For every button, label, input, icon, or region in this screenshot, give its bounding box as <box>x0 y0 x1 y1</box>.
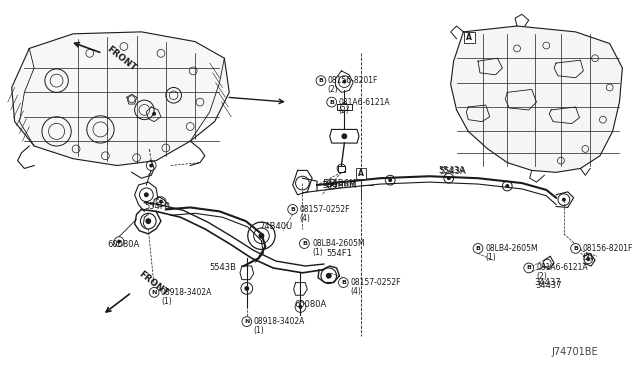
Circle shape <box>330 182 333 186</box>
Text: 554F1: 554F1 <box>327 249 353 258</box>
Text: B: B <box>302 241 307 246</box>
Text: 34437: 34437 <box>534 278 561 287</box>
Text: (2): (2) <box>328 85 339 94</box>
Circle shape <box>326 273 332 279</box>
Text: B: B <box>329 100 334 105</box>
Circle shape <box>300 239 309 248</box>
Text: B: B <box>319 78 323 83</box>
Text: 08918-3402A: 08918-3402A <box>253 317 305 326</box>
Text: N: N <box>244 319 250 324</box>
Text: FRONT: FRONT <box>106 44 138 73</box>
Text: B: B <box>341 280 346 285</box>
Circle shape <box>159 200 163 203</box>
Text: 60080A: 60080A <box>294 299 327 308</box>
Text: (2): (2) <box>536 272 547 281</box>
Text: 08156-8201F: 08156-8201F <box>582 244 633 253</box>
Circle shape <box>571 244 580 253</box>
Text: (2): (2) <box>582 253 593 262</box>
Text: A: A <box>467 33 472 42</box>
Circle shape <box>316 76 326 86</box>
Text: B: B <box>573 246 578 251</box>
Text: FRONT: FRONT <box>136 269 170 298</box>
Text: 5543A: 5543A <box>438 166 465 175</box>
Circle shape <box>259 233 264 239</box>
Text: 08918-3402A: 08918-3402A <box>161 288 212 297</box>
Circle shape <box>144 192 148 197</box>
Text: B: B <box>290 207 295 212</box>
Text: 081A6-6121A: 081A6-6121A <box>536 263 588 272</box>
Text: J74701BE: J74701BE <box>551 347 598 357</box>
Circle shape <box>562 198 566 202</box>
Bar <box>356 168 366 179</box>
Text: (4): (4) <box>300 214 310 223</box>
Polygon shape <box>451 26 622 172</box>
Circle shape <box>145 218 151 224</box>
Text: B: B <box>526 266 531 270</box>
Circle shape <box>388 178 392 182</box>
Circle shape <box>524 263 534 273</box>
Text: 5543B: 5543B <box>210 263 237 272</box>
Text: 60080A: 60080A <box>108 240 140 249</box>
Text: (1): (1) <box>253 326 264 335</box>
Text: (1): (1) <box>161 296 172 306</box>
Text: 5543A: 5543A <box>439 167 466 176</box>
Text: 34437: 34437 <box>536 281 562 290</box>
Circle shape <box>242 317 252 327</box>
Text: 544B6M: 544B6M <box>322 179 356 187</box>
Circle shape <box>342 80 346 84</box>
Circle shape <box>506 184 509 188</box>
Text: N: N <box>152 290 157 295</box>
Circle shape <box>327 97 337 107</box>
Text: 08157-0252F: 08157-0252F <box>300 205 350 214</box>
Text: B: B <box>476 246 481 251</box>
Circle shape <box>339 278 348 288</box>
Circle shape <box>152 112 156 116</box>
Text: 74B40U: 74B40U <box>259 222 292 231</box>
Text: 08LB4-2605M: 08LB4-2605M <box>312 239 365 248</box>
Text: 554F0: 554F0 <box>145 202 170 211</box>
Text: 08LB4-2605M: 08LB4-2605M <box>486 244 538 253</box>
Circle shape <box>288 205 298 214</box>
Text: 544B6M: 544B6M <box>322 180 356 189</box>
Text: A: A <box>358 169 364 178</box>
Circle shape <box>341 133 348 139</box>
Circle shape <box>586 257 590 261</box>
Text: 08156-8201F: 08156-8201F <box>328 76 378 85</box>
Circle shape <box>298 305 303 309</box>
Circle shape <box>447 176 451 180</box>
Text: 081A6-6121A: 081A6-6121A <box>339 97 390 107</box>
Bar <box>464 32 475 43</box>
Text: 08157-0252F: 08157-0252F <box>350 278 401 287</box>
Polygon shape <box>12 32 229 166</box>
Text: (2): (2) <box>339 106 349 115</box>
Text: (4): (4) <box>350 287 361 296</box>
Text: (1): (1) <box>312 248 323 257</box>
Text: (1): (1) <box>486 253 497 262</box>
Circle shape <box>149 288 159 297</box>
Circle shape <box>149 164 153 167</box>
Circle shape <box>473 244 483 253</box>
Circle shape <box>244 286 249 291</box>
Circle shape <box>117 240 121 244</box>
